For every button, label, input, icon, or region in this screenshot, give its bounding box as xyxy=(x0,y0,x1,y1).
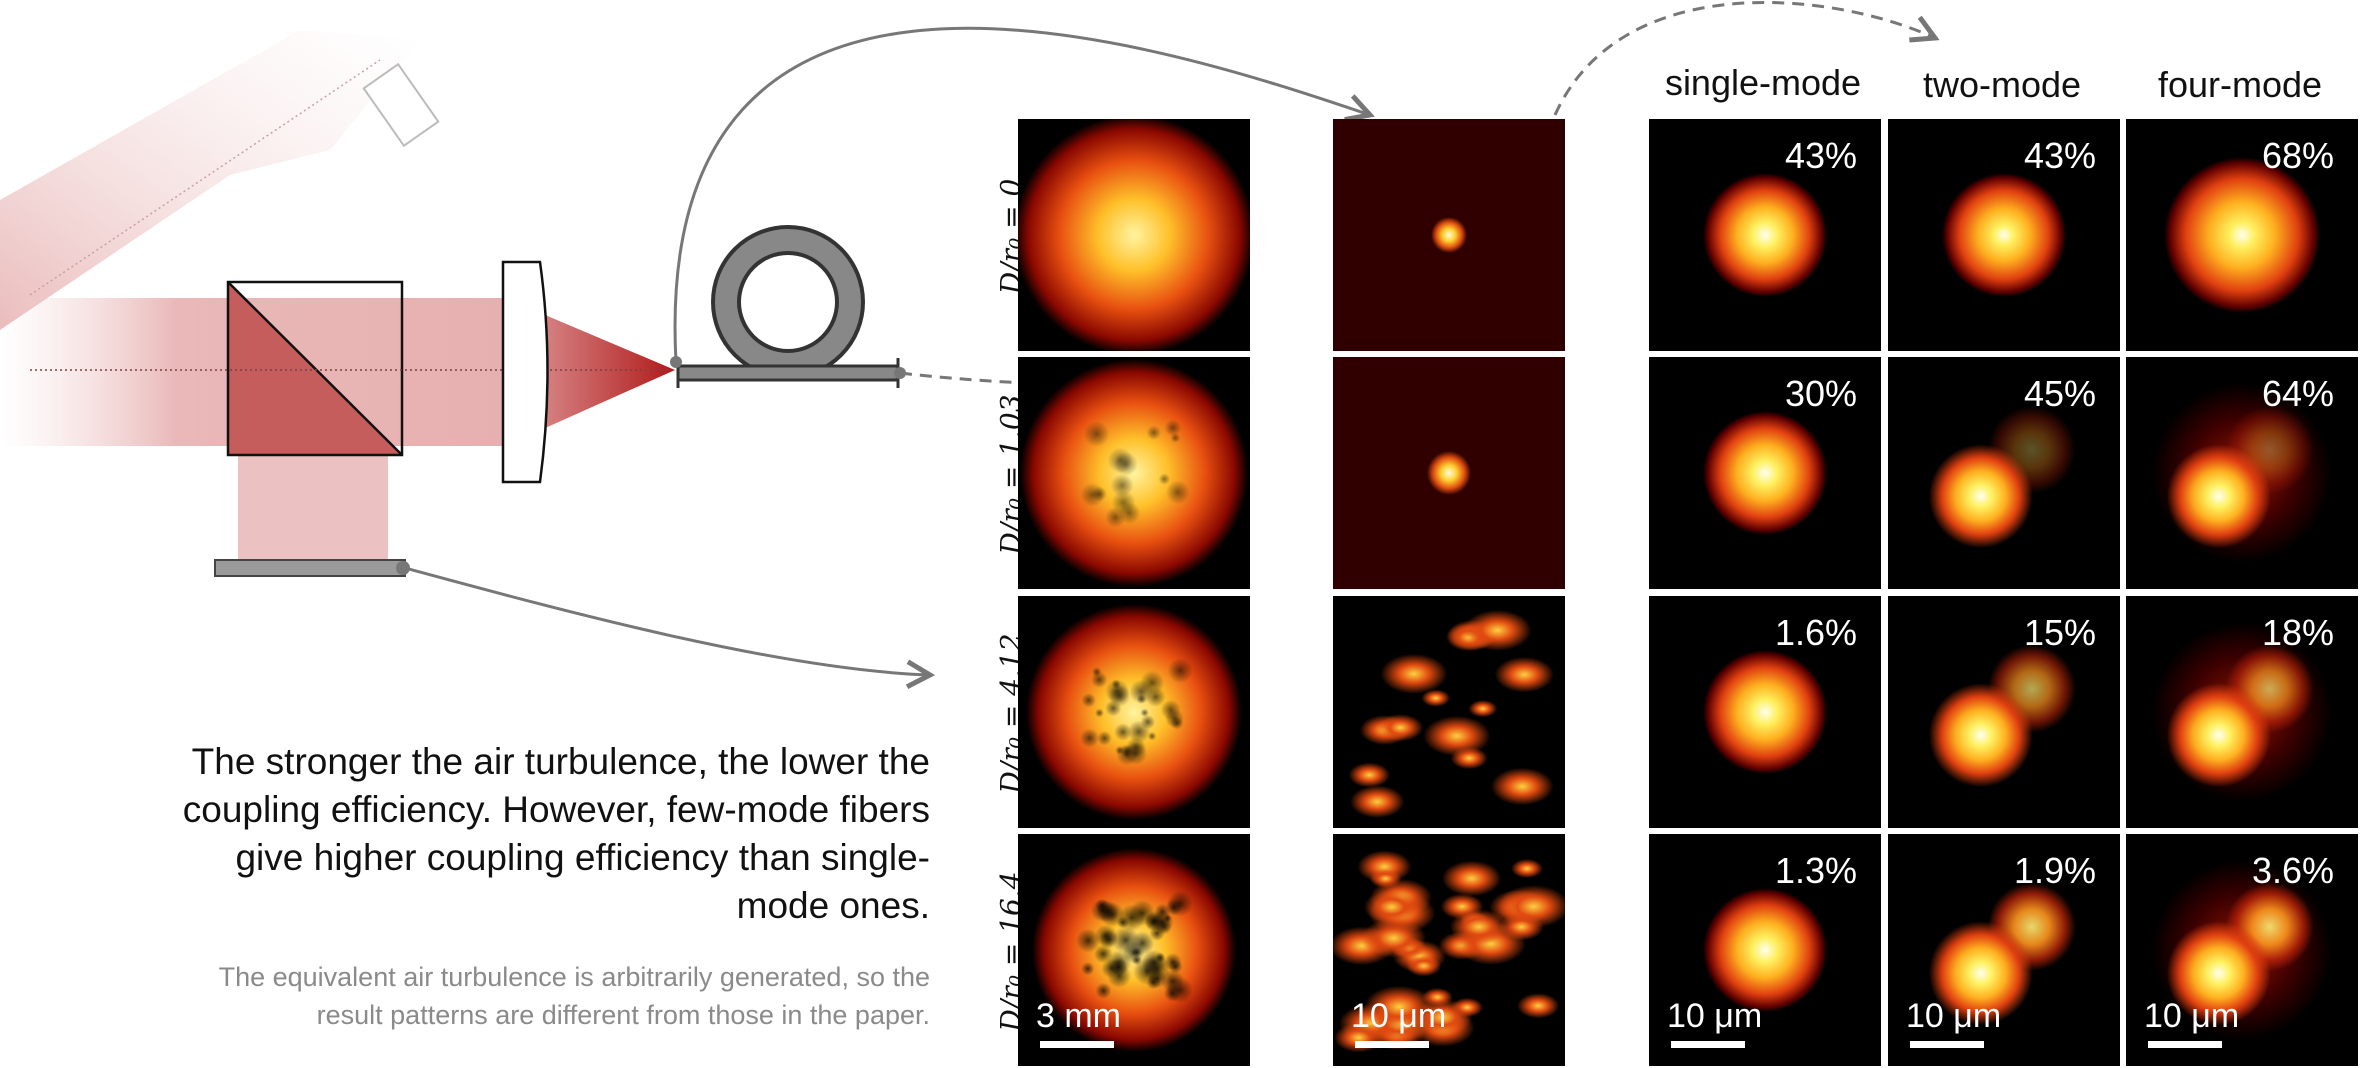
tile-two-row-2: 15% xyxy=(1888,596,2120,828)
camera-beam xyxy=(238,455,388,563)
tile-beam-row-1 xyxy=(1018,357,1250,589)
tile-four-row-0: 68% xyxy=(2126,119,2358,351)
tile-focus-row-3: 10 μm xyxy=(1333,834,1565,1066)
beam-splitter xyxy=(226,280,404,457)
fiber-segment xyxy=(676,364,900,382)
scale-bar-label-four: 10 μm xyxy=(2144,997,2240,1035)
tile-focus-row-0 xyxy=(1333,119,1565,351)
tile-four-row-2: 18% xyxy=(2126,596,2358,828)
scale-bar-label-beam: 3 mm xyxy=(1036,997,1121,1035)
efficiency-two-row-1: 45% xyxy=(2023,373,2096,414)
efficiency-four-row-1: 64% xyxy=(2261,373,2334,414)
scale-bar-single xyxy=(1671,1041,1745,1048)
scale-bar-focus xyxy=(1355,1041,1429,1048)
arrow-focus-to-modes xyxy=(1553,1,1935,116)
camera-port xyxy=(396,561,410,575)
tile-focus-row-1 xyxy=(1333,357,1565,589)
arrow-fiber-to-focus xyxy=(673,26,1370,363)
camera-sensor xyxy=(214,559,406,577)
header-four-mode: four-mode xyxy=(2157,64,2323,105)
efficiency-single-row-0: 43% xyxy=(1784,135,1857,176)
efficiency-four-row-3: 3.6% xyxy=(2251,850,2334,891)
lens xyxy=(501,260,549,484)
pickoff-mirror xyxy=(362,62,440,148)
tile-two-row-1: 45% xyxy=(1888,357,2120,589)
scale-bar-two xyxy=(1910,1041,1984,1048)
tile-four-row-1: 64% xyxy=(2126,357,2358,589)
header-single-mode: single-mode xyxy=(1664,62,1862,103)
efficiency-four-row-2: 18% xyxy=(2261,612,2334,653)
tile-single-row-0: 43% xyxy=(1649,119,1881,351)
tile-two-row-0: 43% xyxy=(1888,119,2120,351)
efficiency-two-row-0: 43% xyxy=(2023,135,2096,176)
tile-beam-row-3: 3 mm xyxy=(1018,834,1250,1066)
fiber-coil-core xyxy=(715,229,861,375)
main-caption: The stronger the air turbulence, the low… xyxy=(182,741,930,926)
note-caption: The equivalent air turbulence is arbitra… xyxy=(218,962,930,1030)
tile-beam-row-2 xyxy=(1018,596,1250,828)
tile-two-row-3: 1.9% 10 μm xyxy=(1888,834,2120,1066)
scale-bar-label-two: 10 μm xyxy=(1906,997,2002,1035)
efficiency-four-row-0: 68% xyxy=(2261,135,2334,176)
reflected-axis xyxy=(29,59,381,296)
tile-single-row-3: 1.3% 10 μm xyxy=(1649,834,1881,1066)
tile-focus-row-2 xyxy=(1333,596,1565,828)
scale-bar-four xyxy=(2148,1041,2222,1048)
efficiency-two-row-3: 1.9% xyxy=(2013,850,2096,891)
tile-four-row-3: 3.6% 10 μm xyxy=(2126,834,2358,1066)
reflected-beam xyxy=(0,30,420,330)
efficiency-single-row-1: 30% xyxy=(1784,373,1857,414)
efficiency-single-row-3: 1.3% xyxy=(1774,850,1857,891)
splitter-diagonal xyxy=(227,281,403,456)
header-two-mode: two-mode xyxy=(1922,64,2082,105)
efficiency-two-row-2: 15% xyxy=(2023,612,2096,653)
scale-bar-label-focus: 10 μm xyxy=(1351,997,1447,1035)
arrow-camera-to-beam xyxy=(404,566,930,675)
tile-beam-row-0 xyxy=(1018,119,1250,351)
efficiency-single-row-2: 1.6% xyxy=(1774,612,1857,653)
tile-single-row-1: 30% xyxy=(1649,357,1881,589)
scale-bar-beam xyxy=(1040,1041,1114,1048)
tile-single-row-2: 1.6% xyxy=(1649,596,1881,828)
scale-bar-label-single: 10 μm xyxy=(1667,997,1763,1035)
